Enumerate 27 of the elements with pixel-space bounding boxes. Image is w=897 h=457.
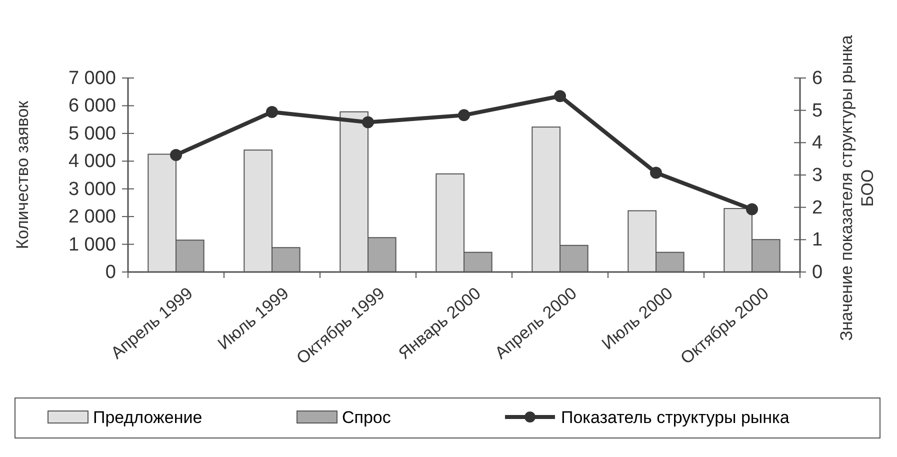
- y-tick-label: 5 000: [68, 123, 116, 144]
- y-tick-label: 3 000: [68, 178, 116, 200]
- legend-label: Предложение: [93, 408, 202, 427]
- y-tick-label: 6 000: [68, 96, 116, 117]
- y2-tick-label: 3: [812, 165, 823, 186]
- legend-label: Показатель структуры рынка: [561, 408, 790, 427]
- point: [362, 116, 374, 128]
- point: [170, 148, 182, 161]
- point: [746, 203, 758, 216]
- y2-tick-label: 0: [812, 262, 823, 283]
- point: [458, 109, 470, 122]
- y-tick-label: 1 000: [68, 234, 116, 256]
- y-tick-label: 4 000: [68, 151, 116, 172]
- point: [650, 166, 662, 179]
- y-tick-label: 0: [105, 262, 116, 283]
- y2-tick-label: 4: [812, 132, 823, 154]
- y-tick-label: 2 000: [68, 206, 116, 228]
- point: [554, 90, 566, 102]
- y-tick-label: 7 000: [68, 68, 116, 89]
- y-axis-title: Количество заявок: [13, 100, 32, 250]
- y2-tick-label: 5: [812, 100, 823, 122]
- point: [266, 106, 278, 118]
- y2-axis-title: Значение показателя структуры рынка БОО: [837, 34, 877, 341]
- legend-label: Спрос: [342, 408, 392, 427]
- y2-tick-label: 2: [812, 197, 823, 218]
- y2-tick-label: 6: [812, 68, 823, 89]
- y2-tick-label: 1: [812, 230, 823, 251]
